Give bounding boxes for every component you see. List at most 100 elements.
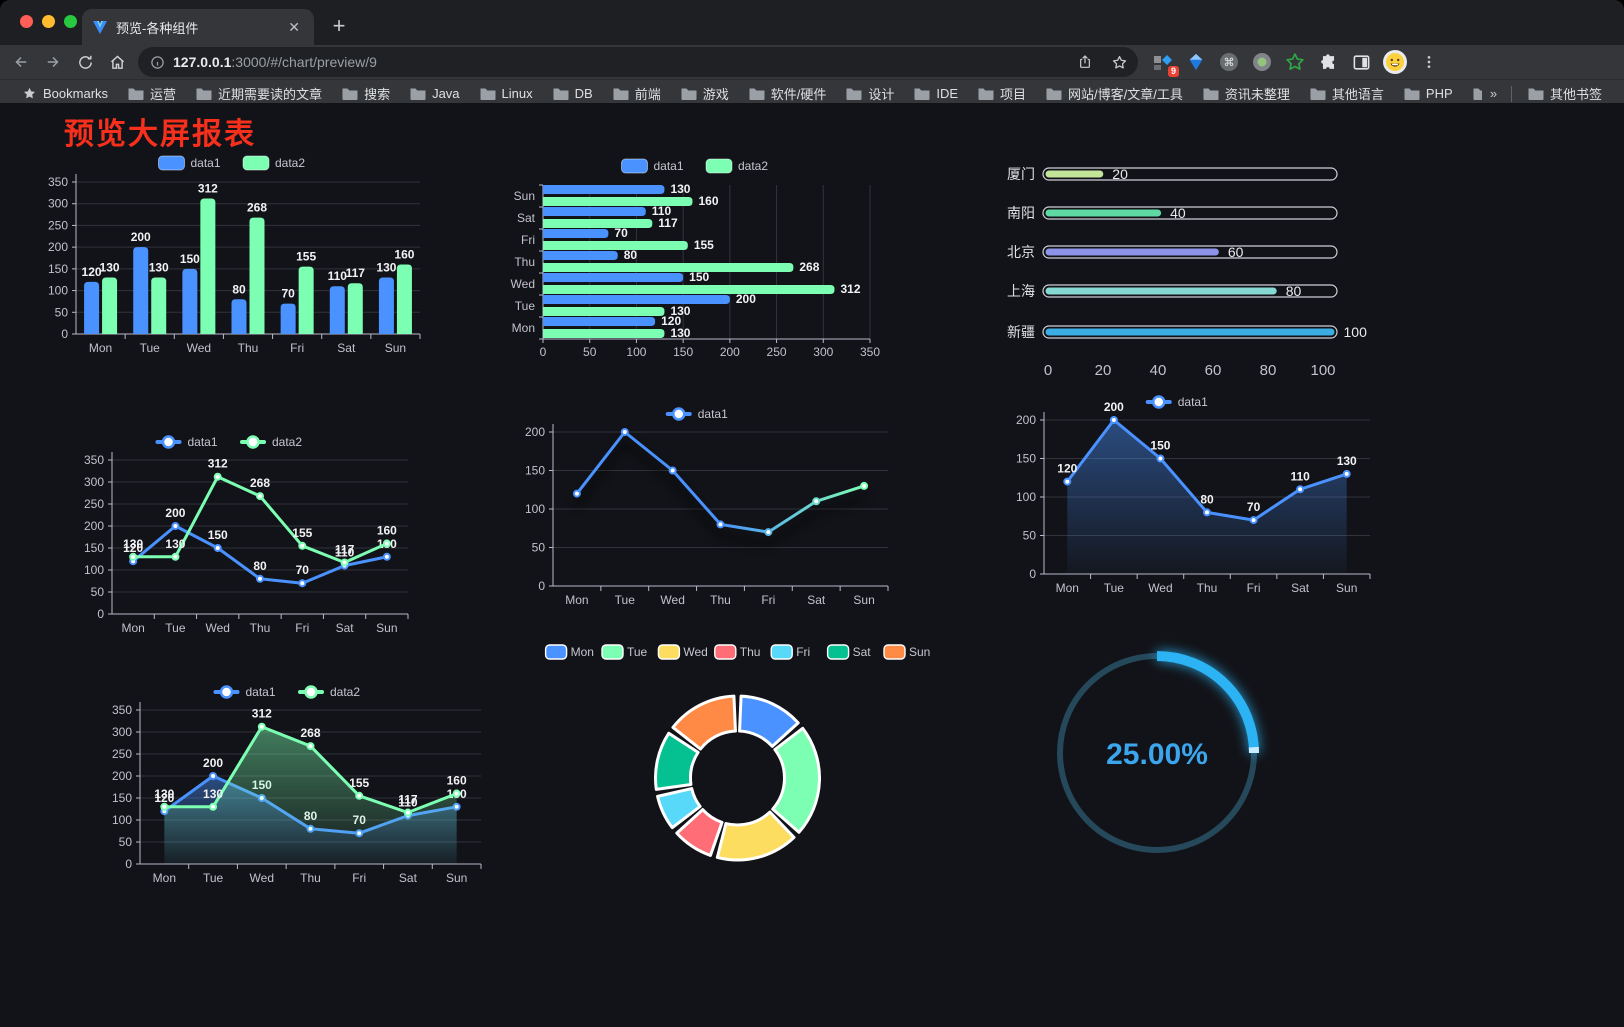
bookmark-folder[interactable]: 运营 (118, 83, 186, 105)
svg-text:200: 200 (131, 230, 151, 244)
svg-text:268: 268 (250, 476, 270, 490)
svg-text:100: 100 (1016, 490, 1036, 504)
svg-text:80: 80 (1200, 492, 1214, 506)
address-bar[interactable]: 127.0.0.1:3000/#/chart/preview/9 (138, 47, 1138, 77)
bookmark-folder[interactable]: 设计 (836, 83, 904, 105)
grouped-bar-chart: data1 data2 0 50 100 150 200 250 300 350 Mon Tue Wed… (40, 148, 430, 366)
share-icon[interactable] (1072, 49, 1098, 75)
svg-text:268: 268 (799, 260, 819, 274)
bookmark-folder[interactable]: 其他语言 (1300, 83, 1394, 105)
svg-text:Wed: Wed (187, 341, 211, 355)
extension-grid-icon[interactable]: 9 (1152, 51, 1179, 77)
minimize-window-button[interactable] (42, 15, 55, 28)
svg-text:130: 130 (376, 261, 396, 275)
gauge-chart: 25.00% (1040, 643, 1280, 868)
sidebar-panel-icon[interactable] (1350, 51, 1372, 73)
bookmark-folder[interactable]: PHP (1394, 83, 1463, 105)
svg-text:Tue: Tue (615, 593, 636, 607)
svg-text:200: 200 (1104, 400, 1124, 414)
bookmark-folder[interactable]: 软件/硬件 (739, 83, 837, 105)
browser-tab[interactable]: 预览-各种组件 ✕ (82, 9, 314, 45)
bookmark-star-icon[interactable] (1106, 49, 1132, 75)
bookmark-folder[interactable]: DB (543, 83, 603, 105)
bookmark-folder[interactable]: 项目 (968, 83, 1036, 105)
svg-text:Sat: Sat (853, 645, 872, 659)
svg-text:Thu: Thu (238, 341, 259, 355)
home-button[interactable] (102, 48, 132, 76)
svg-text:Thu: Thu (1197, 581, 1218, 595)
donut-chart: Mon Tue Wed Thu Fri Sat Sun (544, 638, 930, 878)
site-info-icon[interactable] (150, 55, 165, 70)
svg-text:155: 155 (349, 776, 369, 790)
svg-text:200: 200 (1016, 413, 1036, 427)
bookmark-folder[interactable]: 资讯未整理 (1193, 83, 1300, 105)
svg-text:data1: data1 (188, 435, 218, 449)
svg-text:70: 70 (1247, 500, 1261, 514)
svg-text:Tue: Tue (140, 341, 161, 355)
svg-text:130: 130 (165, 537, 185, 551)
extension-gem-icon[interactable] (1185, 51, 1207, 73)
bookmarks-manager-item[interactable]: Bookmarks (12, 83, 118, 105)
svg-text:250: 250 (84, 497, 104, 511)
page-title: 预览大屏报表 (64, 118, 256, 151)
extension-command-icon[interactable]: ⌘ (1218, 51, 1240, 73)
menu-kebab-icon[interactable] (1418, 51, 1440, 73)
tab-strip: 预览-各种组件 ✕ + (0, 0, 1624, 45)
svg-text:0: 0 (1044, 362, 1052, 379)
url-path: :3000/#/chart/preview/9 (231, 54, 377, 70)
svg-text:Fri: Fri (352, 871, 366, 885)
svg-text:350: 350 (48, 175, 68, 189)
gradient-line-chart: data1 0 50 100 150 200 Mon Tue Wed Thu Fri Sat Sun (500, 400, 900, 618)
svg-text:Fri: Fri (290, 341, 304, 355)
bookmarks-overflow-chevron[interactable]: » (1489, 86, 1498, 101)
svg-text:130: 130 (100, 261, 120, 275)
url-text[interactable]: 127.0.0.1:3000/#/chart/preview/9 (173, 54, 1064, 70)
extensions-puzzle-icon[interactable] (1317, 51, 1339, 73)
svg-text:120: 120 (661, 314, 681, 328)
svg-text:Wed: Wed (683, 645, 707, 659)
svg-text:Sat: Sat (1291, 581, 1310, 595)
close-window-button[interactable] (20, 15, 33, 28)
svg-text:25.00%: 25.00% (1106, 738, 1208, 771)
svg-text:100: 100 (626, 345, 646, 359)
bookmark-folder[interactable]: 网站/博客/文章/工具 (1036, 83, 1193, 105)
forward-button[interactable] (38, 48, 68, 76)
bookmark-folder[interactable]: 前端 (603, 83, 671, 105)
bookmark-folder[interactable]: 游戏 (671, 83, 739, 105)
svg-text:上海: 上海 (1007, 283, 1035, 299)
svg-text:155: 155 (296, 250, 316, 264)
svg-text:Sun: Sun (514, 189, 535, 203)
svg-text:120: 120 (154, 791, 174, 805)
profile-avatar[interactable] (1383, 50, 1407, 74)
svg-text:150: 150 (180, 252, 200, 266)
tab-close-icon[interactable]: ✕ (288, 18, 300, 35)
bookmark-folder[interactable]: IDE (904, 83, 968, 105)
svg-text:160: 160 (394, 248, 414, 262)
extension-green-star-icon[interactable] (1284, 51, 1306, 73)
svg-text:100: 100 (48, 284, 68, 298)
back-button[interactable] (6, 48, 36, 76)
svg-text:130: 130 (670, 182, 690, 196)
bookmark-folder[interactable]: Java (400, 83, 469, 105)
svg-text:data1: data1 (654, 159, 684, 173)
svg-text:Sun: Sun (909, 645, 930, 659)
other-bookmarks-folder[interactable]: 其他书签 (1518, 83, 1612, 105)
bookmark-folder[interactable]: 文件服务器 (1463, 83, 1482, 105)
reload-button[interactable] (70, 48, 100, 76)
bookmark-folder[interactable]: 搜索 (332, 83, 400, 105)
extension-record-icon[interactable] (1251, 51, 1273, 73)
svg-text:Mon: Mon (512, 321, 535, 335)
zoom-window-button[interactable] (64, 15, 77, 28)
svg-text:Fri: Fri (295, 621, 309, 635)
svg-text:Thu: Thu (710, 593, 731, 607)
bookmark-folder[interactable]: 近期需要读的文章 (186, 83, 332, 105)
svg-text:50: 50 (91, 585, 105, 599)
new-tab-button[interactable]: + (332, 13, 346, 38)
bookmark-folder[interactable]: Linux (470, 83, 543, 105)
svg-text:70: 70 (281, 287, 295, 301)
svg-text:Fri: Fri (1247, 581, 1261, 595)
svg-text:200: 200 (525, 425, 545, 439)
bookmarks-bar: Bookmarks 运营 近期需要读的文章 搜索 Java Linux DB 前端 游戏 软件/… (0, 79, 1624, 107)
svg-text:Mon: Mon (571, 645, 594, 659)
